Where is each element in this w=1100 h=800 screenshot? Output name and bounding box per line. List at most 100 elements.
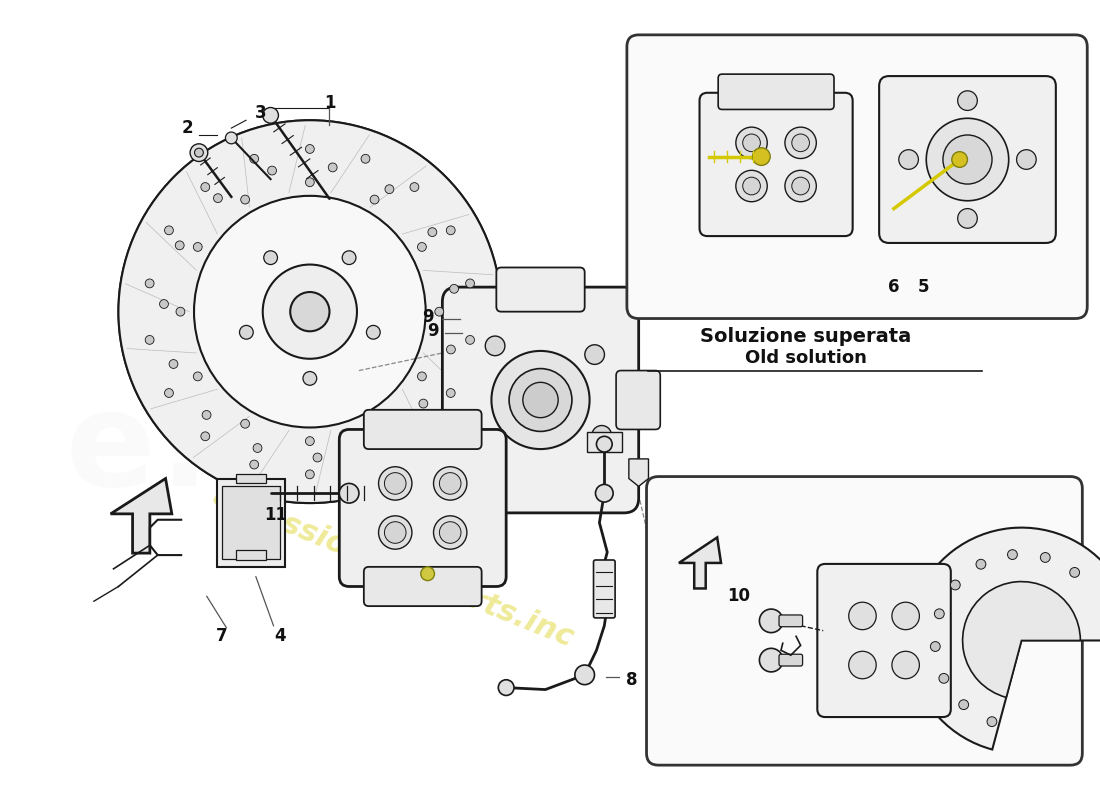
Text: 3: 3	[255, 104, 266, 122]
Text: 10: 10	[727, 587, 750, 606]
Circle shape	[943, 135, 992, 184]
Circle shape	[263, 265, 358, 358]
Wedge shape	[119, 120, 502, 503]
Circle shape	[958, 91, 977, 110]
FancyBboxPatch shape	[236, 550, 266, 560]
Circle shape	[785, 170, 816, 202]
Circle shape	[952, 152, 968, 167]
Text: 6: 6	[888, 278, 900, 296]
Circle shape	[176, 307, 185, 316]
FancyBboxPatch shape	[339, 430, 506, 586]
Text: 9: 9	[427, 322, 439, 340]
Circle shape	[314, 453, 322, 462]
Circle shape	[899, 150, 918, 170]
Circle shape	[194, 242, 202, 251]
Circle shape	[306, 178, 315, 186]
Circle shape	[987, 717, 997, 726]
Circle shape	[190, 144, 208, 162]
Circle shape	[585, 345, 605, 364]
Circle shape	[931, 642, 940, 651]
Circle shape	[595, 485, 613, 502]
FancyBboxPatch shape	[217, 478, 285, 567]
Circle shape	[145, 279, 154, 288]
Circle shape	[485, 444, 505, 464]
Circle shape	[958, 209, 977, 228]
Circle shape	[439, 473, 461, 494]
Circle shape	[926, 118, 1009, 201]
Polygon shape	[679, 538, 721, 589]
Circle shape	[378, 516, 411, 549]
Wedge shape	[909, 528, 1100, 750]
FancyBboxPatch shape	[817, 564, 950, 717]
Circle shape	[465, 335, 474, 344]
Circle shape	[950, 580, 960, 590]
Circle shape	[498, 680, 514, 695]
FancyBboxPatch shape	[647, 477, 1082, 765]
Circle shape	[447, 226, 455, 234]
Circle shape	[596, 436, 613, 452]
Circle shape	[264, 250, 277, 265]
Text: 8: 8	[626, 670, 638, 689]
Circle shape	[433, 516, 466, 549]
Text: e!Parts: e!Parts	[65, 386, 604, 513]
Circle shape	[119, 120, 502, 503]
Polygon shape	[629, 459, 649, 486]
FancyBboxPatch shape	[616, 370, 660, 430]
Circle shape	[385, 185, 394, 194]
Circle shape	[447, 389, 455, 398]
Circle shape	[439, 522, 461, 543]
Circle shape	[575, 665, 594, 685]
Circle shape	[976, 559, 986, 569]
Circle shape	[306, 470, 315, 478]
Circle shape	[370, 419, 379, 428]
Circle shape	[736, 127, 768, 158]
Circle shape	[410, 432, 419, 441]
Circle shape	[849, 651, 877, 678]
Circle shape	[175, 241, 184, 250]
Circle shape	[421, 567, 434, 581]
Circle shape	[742, 177, 760, 195]
FancyBboxPatch shape	[627, 35, 1087, 318]
FancyBboxPatch shape	[594, 560, 615, 618]
Circle shape	[1069, 567, 1079, 578]
Circle shape	[384, 473, 406, 494]
Text: Soluzione superata: Soluzione superata	[700, 326, 911, 346]
Circle shape	[169, 359, 178, 369]
Circle shape	[465, 279, 474, 288]
Circle shape	[934, 609, 944, 618]
Circle shape	[433, 466, 466, 500]
Circle shape	[522, 382, 558, 418]
Circle shape	[792, 134, 810, 152]
Circle shape	[428, 228, 437, 237]
Circle shape	[226, 132, 238, 144]
Circle shape	[492, 351, 590, 449]
Wedge shape	[962, 582, 1080, 698]
Text: 11: 11	[264, 506, 287, 524]
Circle shape	[306, 145, 315, 154]
Circle shape	[1041, 553, 1050, 562]
Circle shape	[306, 437, 315, 446]
Circle shape	[250, 154, 258, 163]
Circle shape	[450, 284, 459, 294]
Circle shape	[378, 466, 411, 500]
Circle shape	[241, 419, 250, 428]
Circle shape	[434, 307, 443, 316]
Polygon shape	[111, 478, 172, 553]
Circle shape	[418, 372, 427, 381]
FancyBboxPatch shape	[879, 76, 1056, 243]
Text: a passion for parts.inc: a passion for parts.inc	[209, 481, 578, 653]
Circle shape	[410, 182, 419, 191]
Circle shape	[742, 134, 760, 152]
Text: 4: 4	[275, 626, 286, 645]
Circle shape	[485, 336, 505, 356]
Circle shape	[370, 195, 379, 204]
Circle shape	[419, 399, 428, 408]
Circle shape	[372, 438, 381, 446]
Circle shape	[290, 292, 330, 331]
Circle shape	[509, 369, 572, 431]
FancyBboxPatch shape	[718, 74, 834, 110]
Circle shape	[201, 432, 210, 441]
Circle shape	[384, 522, 406, 543]
Circle shape	[202, 410, 211, 419]
Circle shape	[241, 195, 250, 204]
